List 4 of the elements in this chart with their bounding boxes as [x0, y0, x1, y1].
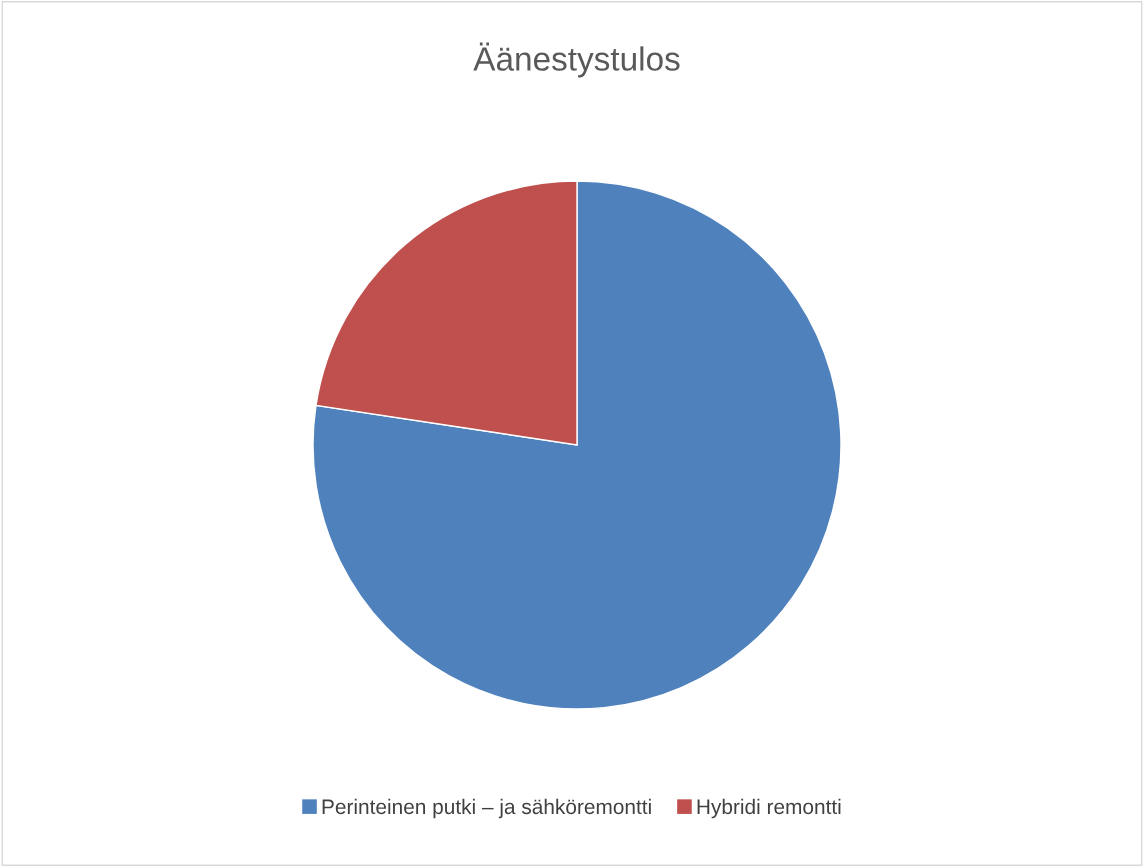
legend-label: Hybridi remontti [697, 798, 841, 819]
chart-title: Äänestystulos [473, 42, 680, 78]
pie-slice [312, 180, 842, 710]
legend-label: Perinteinen putki – ja sähköremontti [322, 798, 651, 819]
